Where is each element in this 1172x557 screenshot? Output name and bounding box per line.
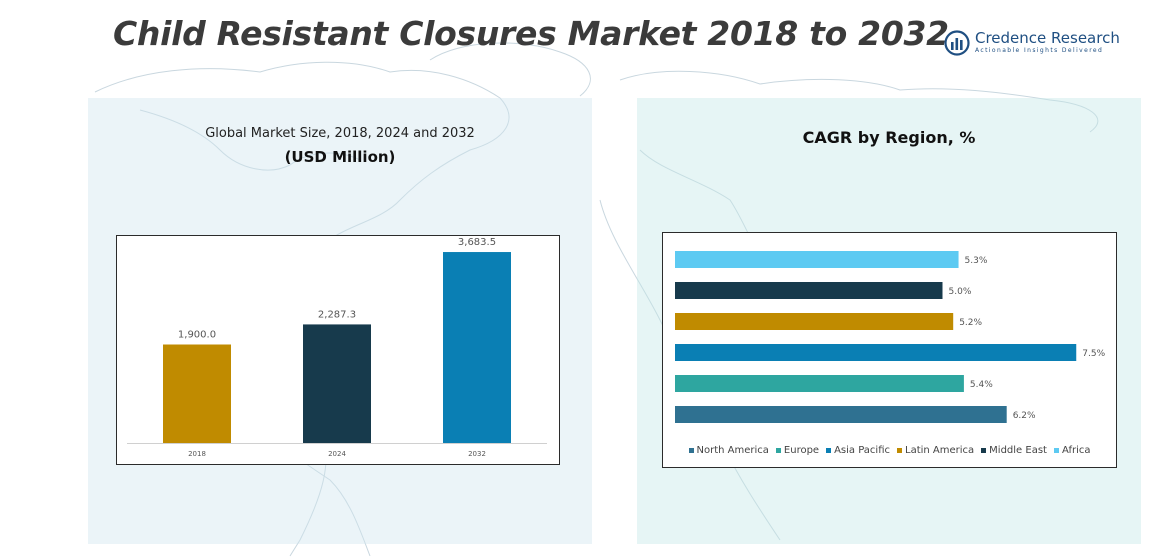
x-tick-label-2032: 2032 (468, 450, 486, 458)
legend-swatch-asia-pacific (826, 448, 832, 453)
bar-value-label-asia-pacific: 7.5% (1082, 349, 1105, 359)
legend-label-middle-east: Middle East (989, 445, 1047, 456)
bar-europe (675, 375, 964, 392)
bar-2032 (443, 252, 511, 443)
market-size-chart-title: Global Market Size, 2018, 2024 and 2032 (205, 126, 475, 141)
market-size-chart: 1,900.0 2018 2,287.3 2024 3,683.5 2032 (116, 235, 560, 465)
page-title: Child Resistant Closures Market 2018 to … (113, 14, 949, 53)
legend-swatch-north-america (688, 448, 694, 453)
legend-swatch-latin-america (897, 448, 902, 453)
legend-label-north-america: North America (696, 445, 769, 456)
cagr-chart-title: CAGR by Region, % (802, 128, 976, 147)
bar-north-america (675, 406, 1007, 423)
bar-value-label-2018: 1,900.0 (178, 330, 216, 341)
legend-label-latin-america: Latin America (905, 445, 975, 456)
bar-value-label-africa: 5.3% (965, 256, 988, 266)
market-size-bar-chart: 1,900.0 2018 2,287.3 2024 3,683.5 2032 (127, 237, 547, 458)
bar-middle-east (675, 282, 943, 299)
bar-2018 (163, 344, 231, 443)
logo-name: Credence Research (975, 29, 1120, 47)
bar-value-label-middle-east: 5.0% (949, 287, 972, 297)
bar-value-label-2024: 2,287.3 (318, 309, 356, 320)
legend-swatch-europe (775, 448, 781, 453)
legend-item-asia-pacific: Asia Pacific (826, 445, 890, 456)
bar-value-label-north-america: 6.2% (1013, 411, 1036, 421)
bar-africa (675, 251, 959, 268)
legend-label-africa: Africa (1061, 445, 1091, 456)
bar-value-label-2032: 3,683.5 (458, 237, 496, 248)
cagr-legend: North America Europe Asia Pacific Latin Ame… (663, 445, 1116, 456)
legend-swatch-africa (1053, 448, 1059, 453)
bar-latin-america (675, 313, 954, 330)
legend-item-europe: Europe (775, 445, 820, 456)
bar-value-label-latin-america: 5.2% (959, 318, 982, 328)
legend-swatch-middle-east (981, 448, 987, 453)
credence-research-logo-icon (944, 30, 970, 56)
x-tick-label-2018: 2018 (188, 450, 206, 458)
x-tick-label-2024: 2024 (328, 450, 346, 458)
legend-item-africa: Africa (1053, 445, 1091, 456)
bar-2024 (303, 324, 371, 443)
market-size-chart-unit: (USD Million) (284, 148, 396, 166)
legend-item-middle-east: Middle East (981, 445, 1047, 456)
company-logo: Credence Research Actionable Insights De… (944, 27, 1124, 59)
legend-label-europe: Europe (783, 445, 820, 456)
bar-value-label-europe: 5.4% (970, 380, 993, 390)
legend-item-north-america: North America (688, 445, 769, 456)
legend-label-asia-pacific: Asia Pacific (834, 445, 890, 456)
legend-item-latin-america: Latin America (897, 445, 974, 456)
bar-asia-pacific (675, 344, 1077, 361)
logo-tagline: Actionable Insights Delivered (975, 47, 1104, 54)
cagr-chart: 5.3% 5.0% 5.2% 7.5% 5.4% 6.2% North America Eu… (662, 232, 1117, 468)
cagr-horizontal-bar-chart: 5.3% 5.0% 5.2% 7.5% 5.4% 6.2% (675, 251, 1106, 423)
